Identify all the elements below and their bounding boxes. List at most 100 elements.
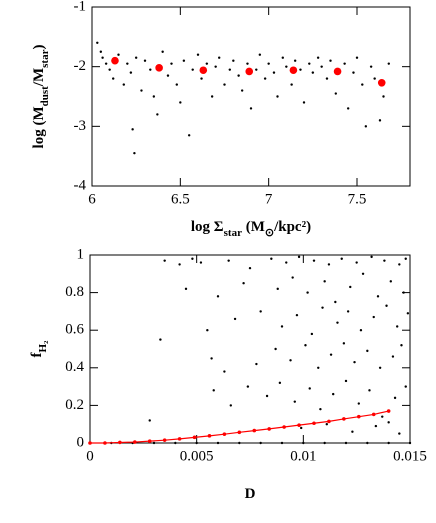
point bbox=[329, 353, 333, 356]
label-part: /M bbox=[31, 68, 47, 87]
point bbox=[297, 255, 301, 259]
point bbox=[166, 74, 170, 77]
point bbox=[372, 315, 375, 319]
point bbox=[378, 119, 382, 122]
point bbox=[175, 83, 178, 86]
point bbox=[340, 257, 343, 260]
y-tick-label: 0 bbox=[77, 434, 85, 450]
y-tick-label: -1 bbox=[74, 0, 87, 14]
point bbox=[285, 261, 288, 264]
highlight-point bbox=[192, 435, 197, 440]
y-tick-label: -2 bbox=[74, 58, 87, 74]
point bbox=[285, 65, 288, 68]
axis-label: D bbox=[245, 486, 256, 502]
point bbox=[387, 421, 390, 424]
point bbox=[143, 59, 147, 62]
point bbox=[327, 263, 331, 266]
y-tick-label: 0.2 bbox=[65, 397, 84, 413]
trend-line bbox=[90, 410, 389, 444]
highlight-point bbox=[222, 432, 227, 436]
axis-label: log (Mdust/Mstar) bbox=[31, 45, 50, 149]
point bbox=[280, 325, 284, 328]
x-tick-label: 7 bbox=[265, 191, 273, 207]
label-part: ) bbox=[31, 45, 47, 50]
point bbox=[233, 317, 237, 321]
point bbox=[355, 56, 359, 59]
point bbox=[344, 379, 348, 383]
x-tick-label: 0.01 bbox=[290, 448, 316, 464]
point bbox=[265, 394, 269, 398]
point bbox=[334, 92, 337, 95]
point bbox=[351, 430, 354, 433]
point bbox=[104, 62, 108, 65]
point bbox=[187, 134, 191, 137]
point bbox=[400, 344, 403, 347]
highlight-point bbox=[207, 434, 212, 438]
point bbox=[391, 355, 395, 358]
highlight-point bbox=[377, 78, 386, 87]
point bbox=[152, 95, 156, 98]
point bbox=[308, 387, 311, 390]
x-tick-label: 0 bbox=[86, 448, 94, 464]
point bbox=[398, 432, 401, 435]
point bbox=[306, 291, 309, 294]
point bbox=[368, 389, 371, 392]
point bbox=[319, 407, 322, 411]
point bbox=[255, 68, 258, 71]
point bbox=[378, 366, 382, 369]
point bbox=[382, 95, 385, 98]
point bbox=[300, 426, 303, 430]
point bbox=[134, 56, 138, 59]
point bbox=[159, 338, 162, 341]
highlight-point bbox=[245, 67, 254, 76]
point bbox=[196, 53, 200, 56]
point bbox=[404, 257, 407, 260]
label-part: star bbox=[39, 49, 51, 67]
point bbox=[369, 65, 373, 68]
point bbox=[352, 71, 355, 74]
point bbox=[195, 441, 198, 445]
point bbox=[361, 83, 364, 86]
point bbox=[227, 259, 230, 262]
point bbox=[131, 128, 134, 131]
label-part: f bbox=[29, 351, 45, 357]
highlight-point bbox=[155, 64, 163, 72]
point bbox=[385, 304, 388, 307]
point bbox=[133, 151, 136, 155]
x-tick-label: 0.005 bbox=[180, 448, 214, 464]
point bbox=[336, 321, 339, 324]
point bbox=[325, 423, 328, 426]
plot-frame bbox=[91, 6, 411, 187]
point bbox=[291, 276, 294, 279]
point bbox=[170, 62, 173, 65]
point bbox=[229, 404, 232, 407]
point bbox=[290, 83, 293, 86]
point bbox=[387, 62, 390, 65]
y-tick-label: -4 bbox=[74, 177, 87, 193]
point bbox=[210, 357, 213, 360]
point bbox=[404, 385, 407, 388]
highlight-point bbox=[199, 66, 208, 75]
y-tick-label: 1 bbox=[77, 246, 85, 262]
point bbox=[216, 441, 220, 445]
y-tick-label: -3 bbox=[74, 118, 87, 134]
highlight-point bbox=[333, 67, 342, 76]
point bbox=[278, 381, 282, 385]
point bbox=[383, 259, 386, 262]
point bbox=[293, 400, 296, 403]
point bbox=[270, 257, 273, 260]
highlight-point bbox=[282, 425, 286, 429]
point bbox=[149, 68, 152, 71]
point bbox=[228, 68, 231, 71]
highlight-point bbox=[327, 419, 331, 424]
label-part: ⊙ bbox=[265, 227, 274, 239]
point bbox=[396, 325, 399, 328]
point bbox=[276, 95, 279, 98]
point bbox=[248, 266, 252, 270]
point bbox=[182, 59, 186, 62]
highlight-point bbox=[342, 417, 346, 421]
point bbox=[108, 68, 111, 71]
point bbox=[381, 415, 384, 418]
axis-label: log Σstar (M⊙/kpc²) bbox=[191, 219, 311, 238]
